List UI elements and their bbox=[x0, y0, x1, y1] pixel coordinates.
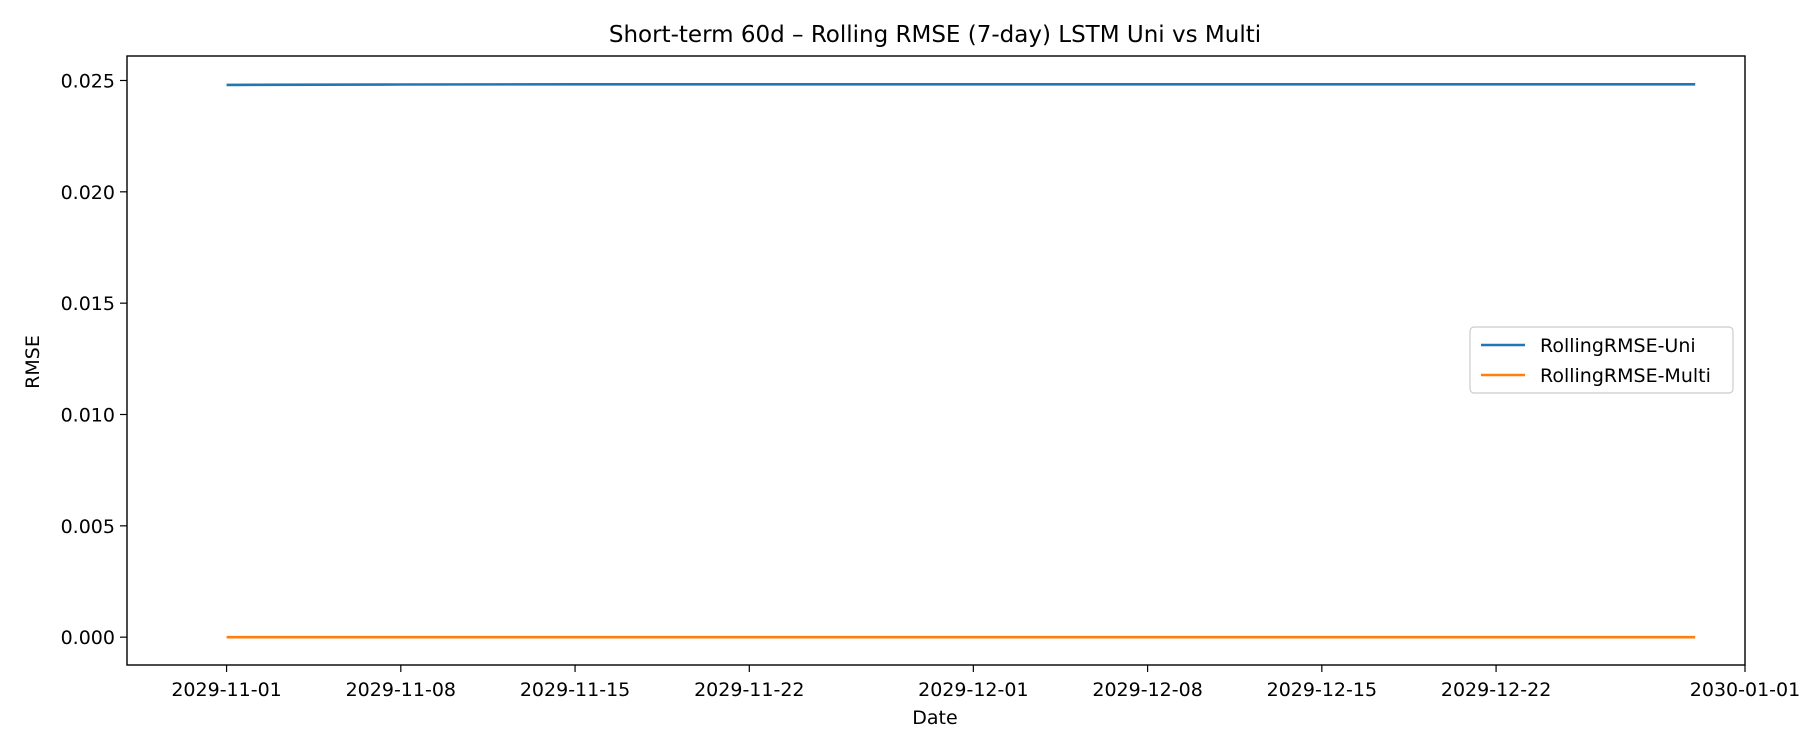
x-tick-label: 2029-11-15 bbox=[520, 679, 630, 701]
x-tick-label: 2029-11-22 bbox=[694, 679, 804, 701]
chart-title: Short-term 60d – Rolling RMSE (7-day) LS… bbox=[609, 22, 1261, 48]
x-tick-label: 2029-12-08 bbox=[1092, 679, 1202, 701]
x-tick-label: 2029-11-01 bbox=[171, 679, 281, 701]
series-lines bbox=[226, 83, 1696, 639]
x-tick-label: 2029-11-08 bbox=[346, 679, 456, 701]
y-tick-label: 0.000 bbox=[61, 627, 115, 649]
x-tick-label: 2029-12-01 bbox=[918, 679, 1028, 701]
x-tick-label: 2030-01-01 bbox=[1690, 679, 1800, 701]
y-axis-label: RMSE bbox=[22, 335, 44, 389]
y-tick-label: 0.020 bbox=[61, 182, 115, 204]
legend-label-uni: RollingRMSE-Uni bbox=[1540, 335, 1696, 357]
legend-box bbox=[1469, 326, 1734, 394]
series-line-uni bbox=[226, 83, 1696, 87]
y-tick-label: 0.015 bbox=[61, 293, 115, 315]
x-axis-ticks: 2029-11-01 2029-11-08 2029-11-15 2029-11-22… bbox=[171, 665, 1800, 701]
x-tick-label: 2029-12-15 bbox=[1267, 679, 1377, 701]
legend: RollingRMSE-Uni RollingRMSE-Multi bbox=[1469, 326, 1734, 394]
y-tick-label: 0.025 bbox=[61, 70, 115, 92]
x-tick-label: 2029-12-22 bbox=[1441, 679, 1551, 701]
plot-area-frame bbox=[126, 55, 1746, 666]
y-tick-label: 0.010 bbox=[61, 404, 115, 426]
y-tick-label: 0.005 bbox=[61, 516, 115, 538]
legend-label-multi: RollingRMSE-Multi bbox=[1540, 365, 1711, 387]
y-axis-ticks: 0.000 0.005 0.010 0.015 0.020 0.025 bbox=[61, 70, 127, 649]
x-axis-label: Date bbox=[912, 707, 957, 729]
